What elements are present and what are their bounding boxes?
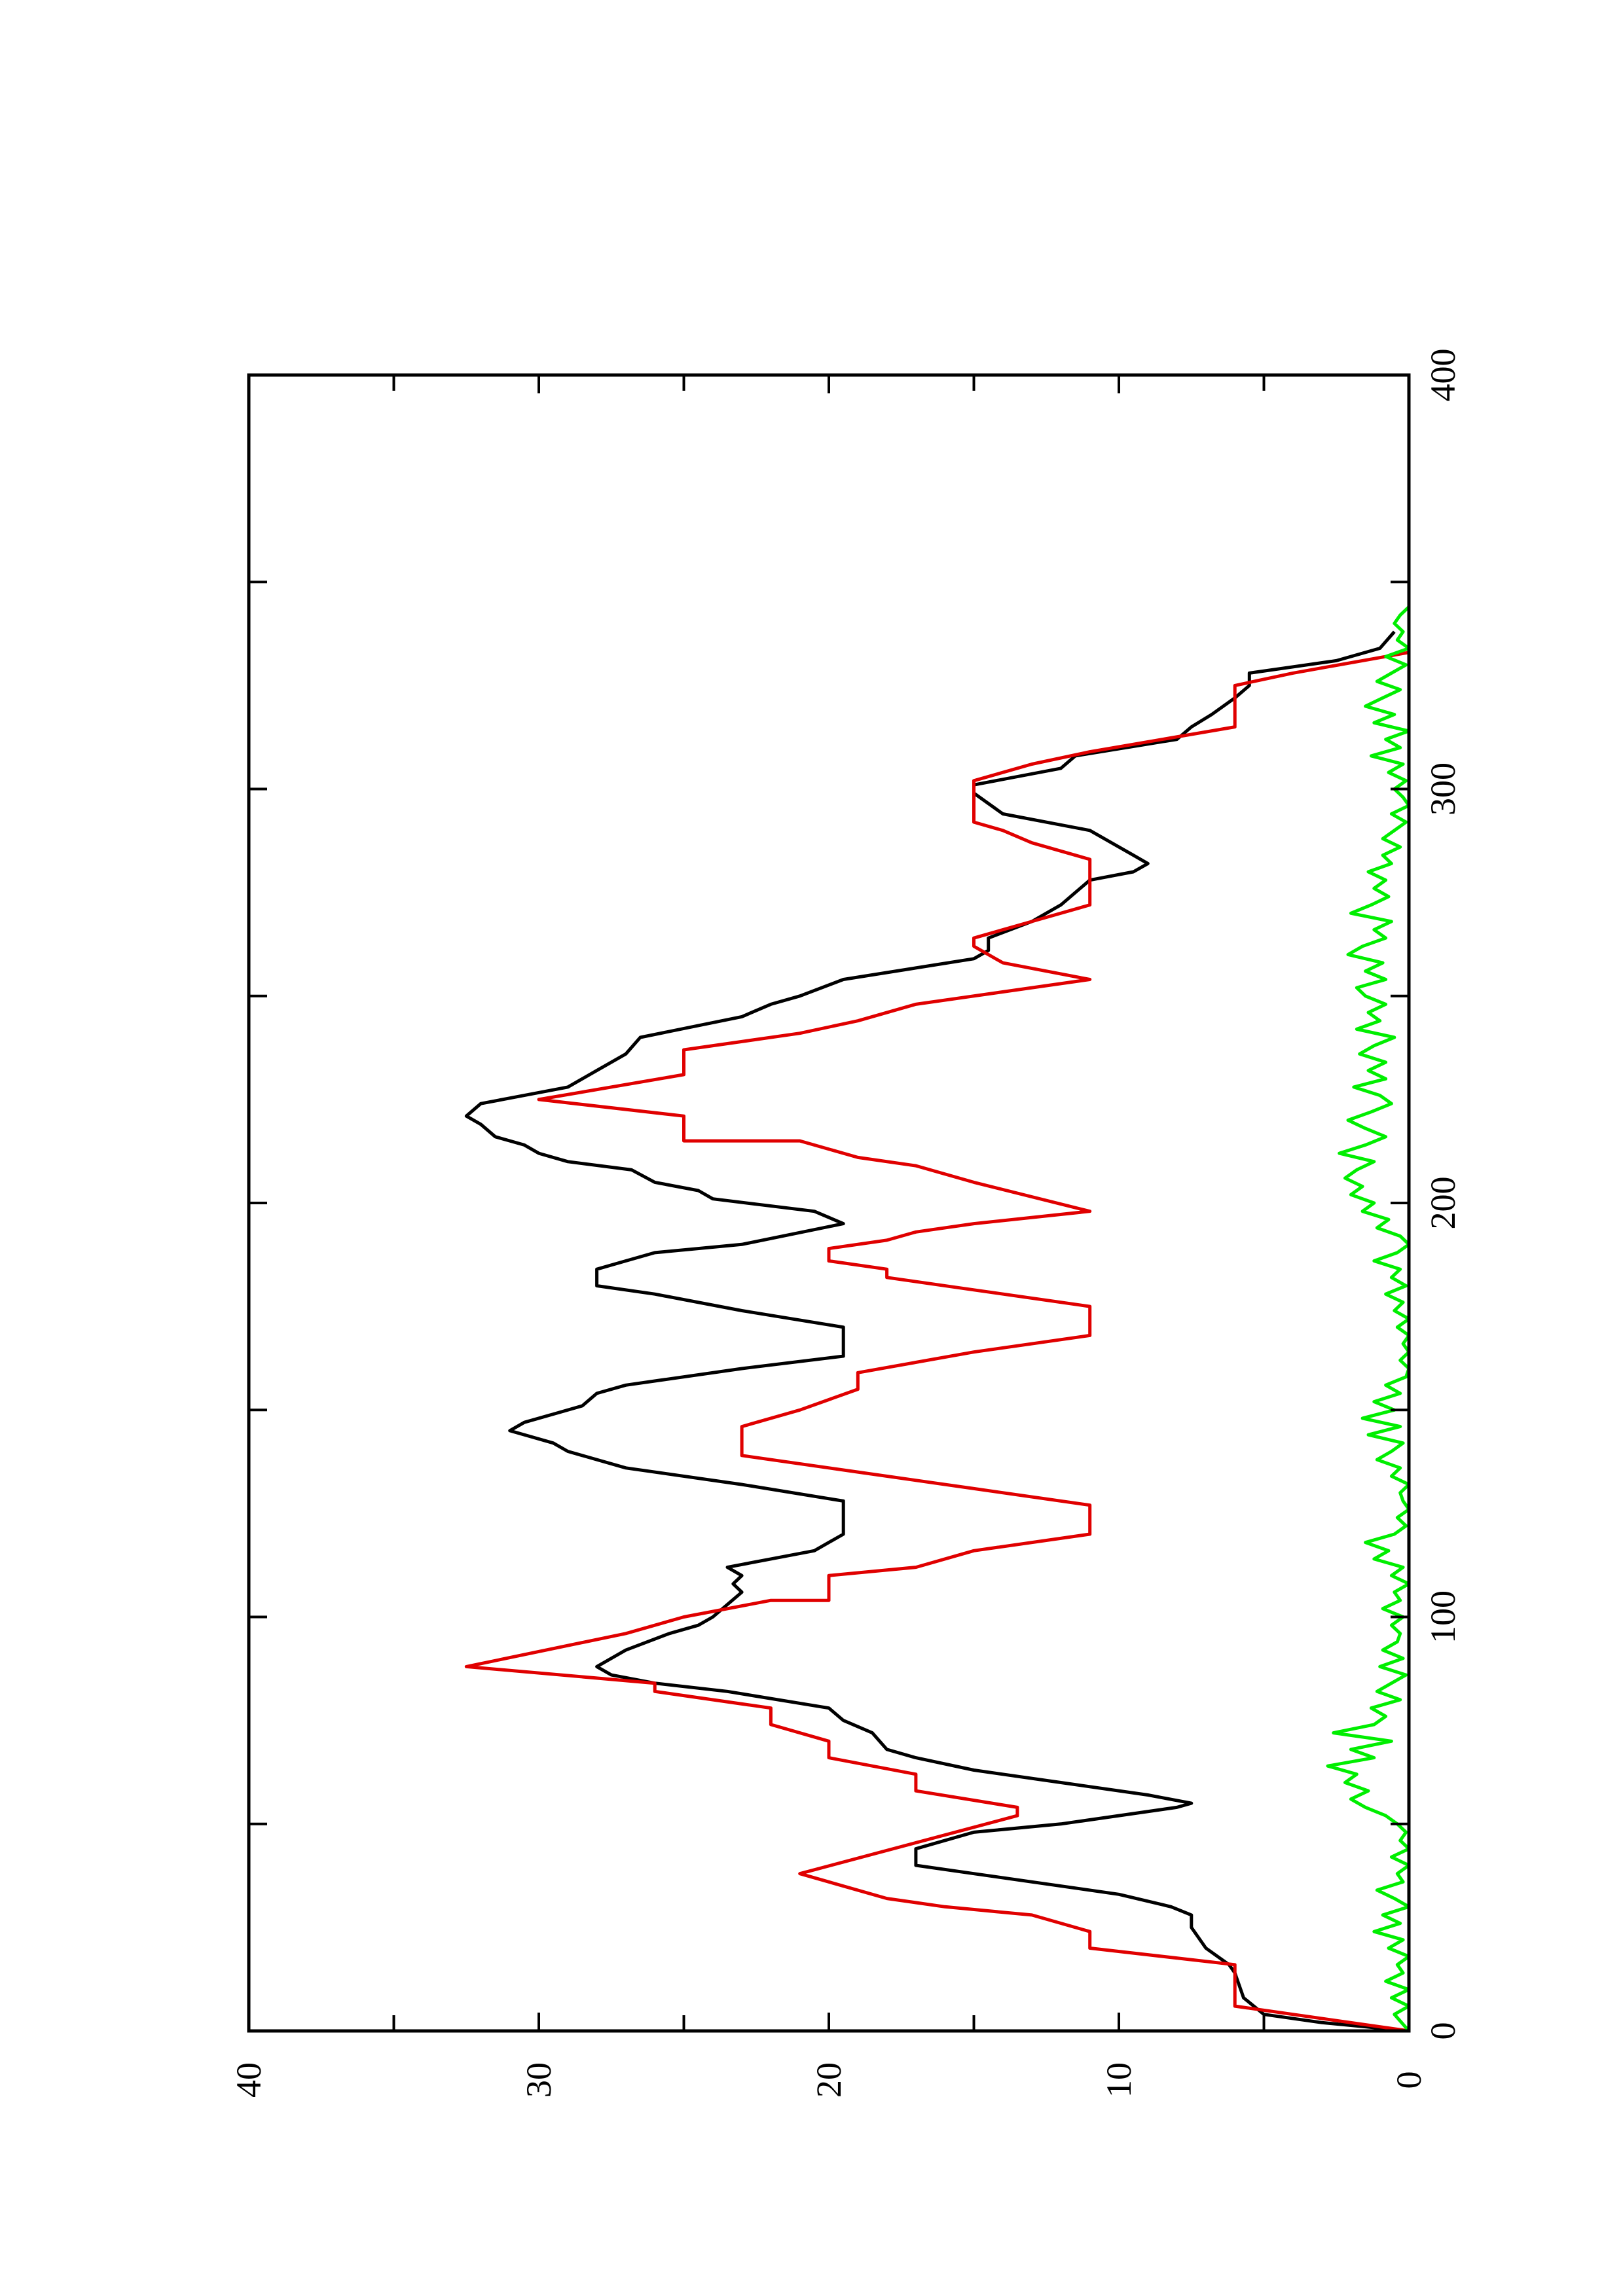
plot-lines — [464, 605, 1411, 2033]
y-tick-label: 0 — [1389, 2072, 1429, 2089]
plot-frame — [247, 373, 1411, 2033]
series-line-1 — [464, 630, 1410, 2033]
y-tick-label: 20 — [809, 2062, 848, 2098]
x-tick-label: 400 — [1423, 349, 1463, 402]
y-tick-label: 30 — [519, 2062, 558, 2098]
x-tick-label: 300 — [1423, 762, 1463, 816]
series-line-2 — [464, 651, 1410, 2033]
y-tick-label: 40 — [229, 2062, 268, 2098]
x-tick-label: 200 — [1423, 1177, 1463, 1230]
axis-tick-labels: 0 100 200 300 400 0 10 20 30 40 — [229, 349, 1463, 2098]
axis-ticks — [247, 374, 1410, 2032]
series-line-3 — [1326, 605, 1411, 2032]
x-tick-label: 100 — [1423, 1590, 1463, 1643]
x-tick-label: 0 — [1423, 2022, 1463, 2040]
y-tick-label: 10 — [1099, 2062, 1139, 2098]
